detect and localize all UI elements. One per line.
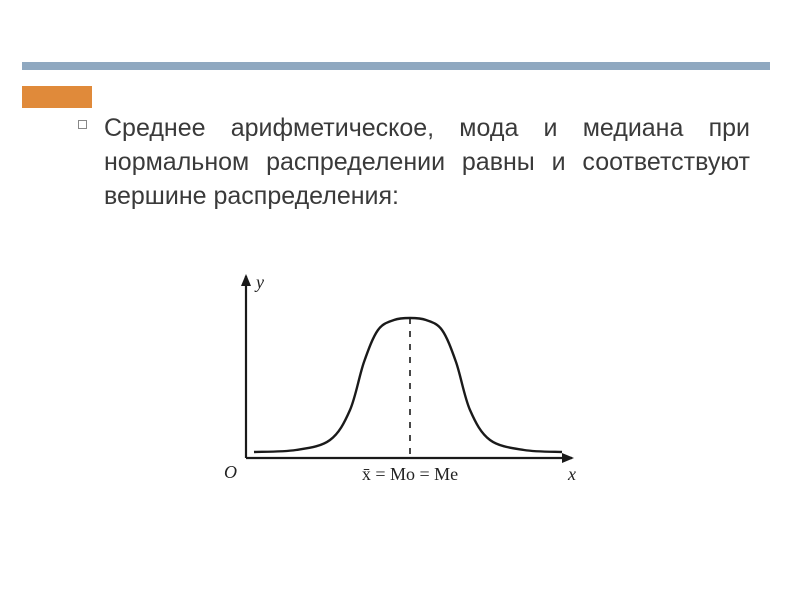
y-axis-label: y [254,272,264,292]
bullet-marker [78,120,87,129]
formula-label: x̄ = Mo = Me [362,464,458,484]
normal-distribution-figure: y x O x̄ = Mo = Me [200,260,600,520]
bell-curve [254,318,562,452]
slide: Среднее арифметическое, мода и медиана п… [0,0,800,600]
y-arrowhead [241,274,251,286]
x-arrowhead [562,453,574,463]
decorative-top-bar [22,62,770,70]
body-text: Среднее арифметическое, мода и медиана п… [104,112,750,213]
axes [241,274,574,463]
x-axis-label: x [567,464,576,484]
origin-label: O [224,462,237,482]
decorative-accent-tab [22,86,92,108]
chart-svg: y x O x̄ = Mo = Me [200,260,600,520]
